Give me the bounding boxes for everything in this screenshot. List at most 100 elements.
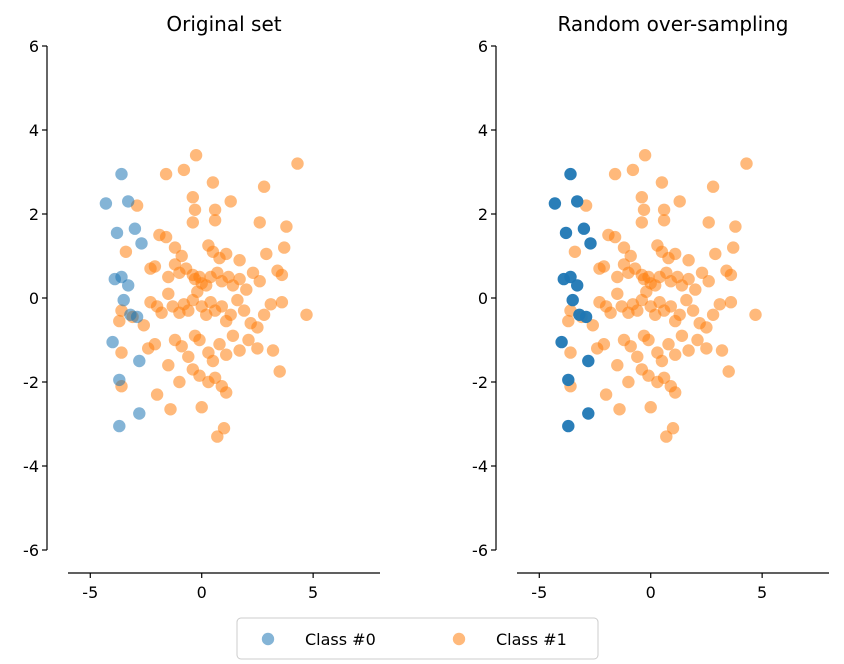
class-1-point xyxy=(586,319,599,332)
class-1-point xyxy=(669,386,682,399)
class-1-point xyxy=(278,241,291,254)
class-1-point xyxy=(233,272,246,286)
class-0-point xyxy=(128,222,142,235)
y-tick-label: 0 xyxy=(478,289,488,308)
class-0-point xyxy=(115,270,128,284)
class-1-point xyxy=(177,163,191,177)
class-1-point xyxy=(611,359,624,372)
class-1-point xyxy=(686,304,700,317)
class-1-point xyxy=(691,333,704,347)
class-1-point xyxy=(237,304,251,317)
class-1-point xyxy=(246,266,260,279)
class-0-point xyxy=(130,310,144,324)
class-1-point xyxy=(231,293,244,307)
legend-frame xyxy=(236,617,599,660)
class-0-point xyxy=(115,167,128,181)
class-1-point xyxy=(689,283,702,296)
y-tick-label: 2 xyxy=(478,205,488,224)
class-1-point xyxy=(700,321,713,334)
class-0-point xyxy=(564,167,577,181)
class-0-point xyxy=(555,335,568,349)
class-1-point xyxy=(624,249,637,263)
scatter-panel-over-sampling: Random over-sampling -6 -4 -2 0 2 4 6 -5 0 5 xyxy=(472,12,829,602)
class-1-point xyxy=(300,308,313,321)
class-1-point xyxy=(173,375,186,389)
y-tick-label: -6 xyxy=(472,541,488,560)
class-1-point xyxy=(727,241,740,254)
class-1-point xyxy=(273,365,286,378)
class-1-point xyxy=(669,247,682,261)
class-1-point xyxy=(264,298,277,311)
class-0-point xyxy=(562,373,575,387)
class-1-point xyxy=(695,266,709,279)
class-1-point xyxy=(680,293,693,307)
class-1-point xyxy=(162,270,175,284)
class-1-point xyxy=(242,333,255,347)
class-1-point xyxy=(722,365,735,378)
class-1-point xyxy=(217,422,231,435)
class-1-point xyxy=(148,338,162,351)
class-1-point xyxy=(631,304,644,317)
class-1-point xyxy=(251,321,264,334)
class-1-point xyxy=(564,346,577,359)
x-tick-label: 0 xyxy=(646,583,656,602)
y-tick-label: -4 xyxy=(472,457,488,476)
class-1-point xyxy=(208,203,222,216)
class-1-point xyxy=(702,216,715,229)
class-1-point xyxy=(655,176,669,189)
class-1-point xyxy=(115,346,128,359)
class-1-point xyxy=(195,401,208,414)
class-1-point xyxy=(702,275,715,288)
class-1-point xyxy=(113,314,126,328)
class-1-point xyxy=(709,247,722,261)
class-1-point xyxy=(215,300,228,313)
x-tick-label: -5 xyxy=(531,583,547,602)
class-1-point xyxy=(186,216,199,229)
class-1-point xyxy=(257,180,271,193)
class-1-point xyxy=(168,241,182,254)
legend-label: Class #0 xyxy=(305,630,376,649)
class-1-point xyxy=(597,338,611,351)
x-tick-label: 0 xyxy=(197,583,207,602)
class-1-point xyxy=(568,245,582,258)
class-1-point xyxy=(608,167,622,181)
class-0-point xyxy=(562,419,575,433)
y-tick-label: 4 xyxy=(478,121,488,140)
class-1-point xyxy=(280,220,293,233)
class-1-point xyxy=(211,430,224,443)
class-1-point xyxy=(137,319,150,332)
y-tick-label: -4 xyxy=(23,457,39,476)
chart-title: Original set xyxy=(166,12,281,36)
y-tick-label: -2 xyxy=(472,373,488,392)
class-1-point xyxy=(611,270,624,284)
class-0-point xyxy=(577,222,591,235)
class-1-point xyxy=(233,254,246,267)
class-1-point xyxy=(275,268,289,282)
class-0-point xyxy=(122,279,135,292)
class-1-point xyxy=(613,403,626,416)
class-1-point xyxy=(226,329,240,342)
x-tick-label: -5 xyxy=(82,583,98,602)
class-1-point xyxy=(657,371,671,384)
class-0-point xyxy=(579,310,593,324)
class-1-point xyxy=(655,354,669,368)
class-1-point xyxy=(673,195,686,208)
class-1-point xyxy=(729,220,742,233)
class-1-point xyxy=(220,386,233,399)
class-1-point xyxy=(673,308,686,321)
class-1-point xyxy=(700,342,713,355)
legend-marker xyxy=(452,632,466,646)
class-1-point xyxy=(642,333,655,347)
class-0-point xyxy=(133,407,146,420)
class-0-point xyxy=(133,354,146,368)
class-1-point xyxy=(251,342,264,355)
class-1-point xyxy=(626,163,640,177)
class-1-point xyxy=(608,230,622,244)
class-0-point xyxy=(106,335,119,349)
class-1-point xyxy=(175,340,188,353)
class-0-point xyxy=(548,197,562,210)
class-1-point xyxy=(631,350,644,363)
class-1-point xyxy=(159,167,173,181)
class-1-point xyxy=(159,230,173,244)
class-1-point xyxy=(175,249,188,263)
